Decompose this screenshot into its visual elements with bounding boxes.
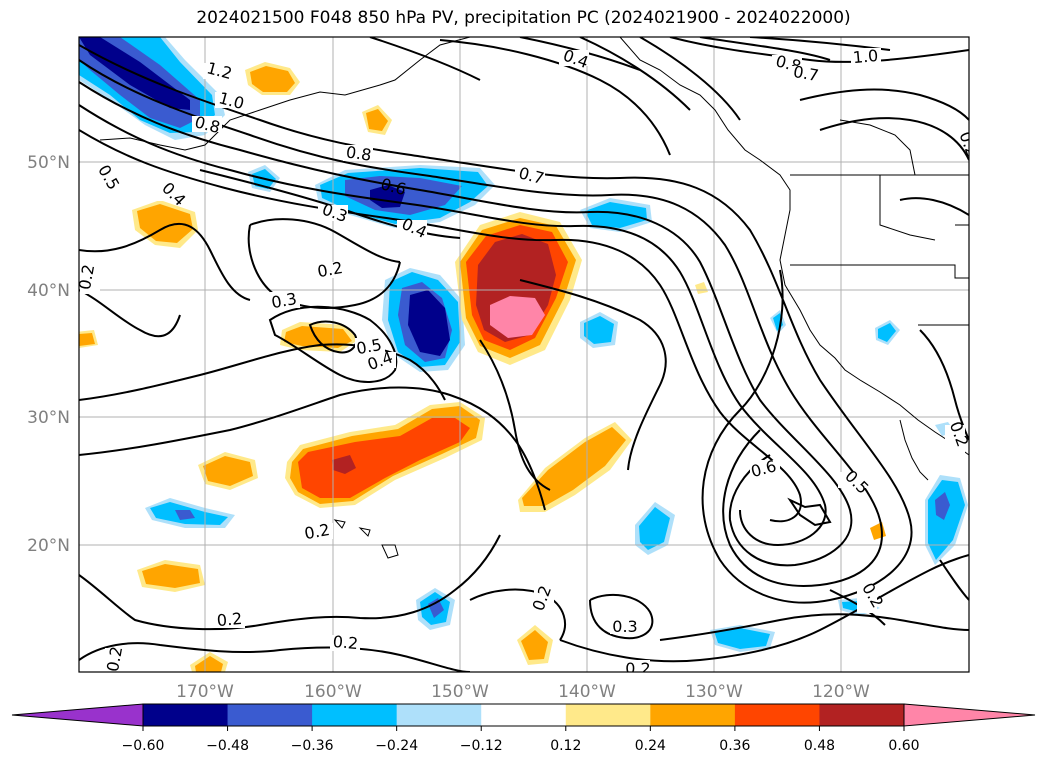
colorbar-tick-label: −0.48: [206, 738, 249, 754]
shade-bb-3b: [584, 316, 614, 344]
contour-label: 0.2: [216, 609, 243, 630]
contour-label: 0.2: [103, 645, 126, 673]
colorbar-segment: [396, 704, 482, 726]
colorbar-tick-label: 0.36: [719, 738, 750, 754]
colorbar-segment: [143, 704, 229, 726]
shade-blob-9b: [79, 333, 95, 346]
lon-label: 160°W: [304, 682, 362, 702]
contour-label: 0.3: [270, 289, 298, 312]
shaded-fields: [79, 37, 968, 672]
colorbar-segment: [819, 704, 905, 726]
shade-bb-4c: [175, 510, 195, 520]
contour-labels: 1.2 1.0 0.8 0.5 0.4 0.8 0.7 0.6 0.3 0.4 …: [75, 46, 969, 678]
shade-blob-7b: [521, 630, 548, 660]
colorbar-ticks: −0.60 −0.48 −0.36 −0.24 −0.12 0.12 0.24 0.36 0.4…: [122, 726, 920, 754]
colorbar-segment: [227, 704, 313, 726]
colorbar-segment: [650, 704, 736, 726]
colorbar-tick-label: −0.60: [122, 738, 165, 754]
islands: [333, 519, 399, 559]
graticule: [79, 37, 969, 672]
lat-label: 50°N: [27, 153, 70, 173]
colorbar-extend-high: [903, 703, 1036, 727]
contour-label: 0.2: [75, 263, 98, 291]
colorbar-tick-label: 0.60: [888, 738, 919, 754]
lat-labels: 50°N 40°N 30°N 20°N: [27, 153, 70, 556]
shade-blob-6b: [142, 564, 200, 588]
plot-area: 1.2 1.0 0.8 0.5 0.4 0.8 0.7 0.6 0.3 0.4 …: [75, 37, 969, 678]
contour-label: 0.2: [316, 258, 344, 281]
lon-labels: 170°W 160°W 150°W 140°W 130°W 120°W: [176, 682, 870, 702]
shade-sw-redorange: [298, 418, 470, 498]
contour-label: 0.8: [345, 142, 373, 164]
lon-label: 130°W: [685, 682, 743, 702]
colorbar-segment: [565, 704, 651, 726]
shade-bb-5b: [639, 507, 670, 550]
shade-sw-brick: [332, 455, 356, 474]
contour-label: 1.0: [852, 46, 879, 67]
shade-se-orange: [522, 427, 626, 506]
colorbar-tick-label: 0.12: [550, 738, 581, 754]
colorbar-extend-low: [11, 703, 144, 727]
shade-bb-9c: [935, 492, 950, 520]
colorbar-tick-label: −0.36: [291, 738, 334, 754]
shade-blob-5b: [203, 456, 253, 486]
lat-label: 30°N: [27, 408, 70, 428]
colorbar-segment: [734, 704, 820, 726]
colorbar-tick-label: −0.12: [460, 738, 503, 754]
contour-label: 0.2: [303, 520, 331, 543]
lon-label: 120°W: [812, 682, 870, 702]
colorbar-tick-label: −0.24: [375, 738, 418, 754]
colorbar-segment: [481, 704, 567, 726]
colorbar-tick-label: 0.24: [635, 738, 666, 754]
contour-label: 0.7: [792, 62, 820, 85]
shade-bb-7b: [714, 628, 770, 649]
lat-label: 40°N: [27, 281, 70, 301]
contour-label: 0.2: [332, 632, 359, 653]
map-title: 2024021500 F048 850 hPa PV, precipitatio…: [196, 8, 851, 28]
lat-label: 20°N: [27, 536, 70, 556]
colorbar-tick-label: 0.48: [804, 738, 835, 754]
shade-bb-2b: [585, 202, 647, 228]
contour-label: 0.2: [625, 659, 650, 678]
shade-blob-8b: [195, 656, 223, 672]
shade-blob-4b: [284, 326, 352, 348]
contour-label: 0.3: [612, 617, 637, 636]
lon-label: 140°W: [558, 682, 616, 702]
shade-blob-11: [695, 282, 708, 294]
colorbar-segment: [312, 704, 398, 726]
shade-blob-2b: [366, 109, 388, 131]
lon-label: 170°W: [176, 682, 234, 702]
shade-bb-6c: [428, 598, 444, 618]
shade-blob-1b: [250, 66, 295, 92]
plot-frame: [78, 36, 970, 673]
shade-c-dark: [408, 290, 450, 356]
lon-label: 150°W: [431, 682, 489, 702]
coastlines: [99, 37, 969, 481]
pv-contours: [79, 37, 969, 672]
colorbar-segments: [143, 704, 905, 726]
colorbar: −0.60 −0.48 −0.36 −0.24 −0.12 0.12 0.24 0.36 0.4…: [11, 703, 1036, 754]
shade-r-pink: [490, 296, 545, 338]
shade-bb-11b: [878, 323, 896, 342]
shade-blob-3b: [137, 204, 193, 243]
